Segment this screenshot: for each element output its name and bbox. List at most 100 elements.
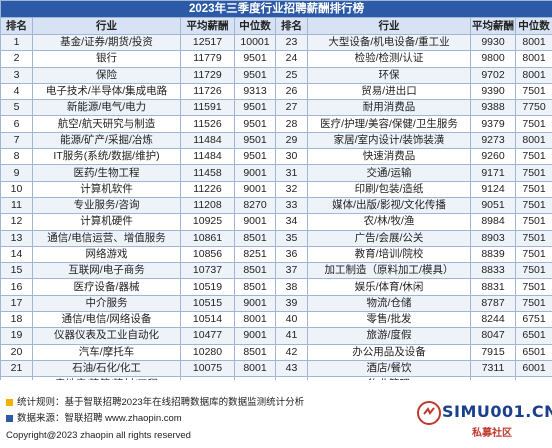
yellow-square-icon (6, 398, 13, 406)
rank-cell: 30 (275, 148, 308, 166)
table-row: 20 汽车/摩托车 10280 8501 42 办公用品及设备 7915 6501 (0, 343, 552, 361)
rank-cell: 26 (275, 82, 308, 101)
table-row: 1 基金/证券/期货/投资 12517 10001 23 大型设备/机电设备/重工业 993… (0, 33, 552, 52)
avg-salary-cell: 10519 (180, 278, 235, 296)
avg-salary-cell: 10075 (180, 359, 235, 378)
industry-cell: 印刷/包装/造纸 (307, 180, 471, 198)
avg-salary-cell: 7311 (470, 359, 516, 378)
median-cell: 9313 (234, 82, 276, 101)
median-cell: 7501 (514, 164, 552, 182)
watermark-text: SIMU001.CN (442, 402, 552, 421)
rank-cell: 15 (0, 262, 33, 280)
industry-cell: 银行 (32, 50, 181, 68)
median-cell: 9501 (234, 99, 276, 117)
header-industry: 行业 (307, 17, 471, 35)
rank-cell: 12 (0, 213, 33, 231)
industry-cell: IT服务(系统/数据/维护) (32, 148, 181, 166)
median-cell: 8501 (234, 343, 276, 361)
ranking-body: 1 基金/证券/期货/投资 12517 10001 23 大型设备/机电设备/重工业 993… (0, 33, 552, 394)
median-cell: 9001 (234, 327, 276, 345)
avg-salary-cell: 10861 (180, 229, 235, 247)
industry-cell: 教育/培训/院校 (307, 245, 471, 264)
avg-salary-cell: 10514 (180, 311, 235, 329)
table-row: 7 能源/矿产/采掘/冶炼 11484 9501 29 家居/室内设计/装饰装潢 9273 8… (0, 131, 552, 150)
header-rank: 排名 (0, 17, 33, 35)
median-cell: 9001 (234, 164, 276, 182)
table-row: 13 通信/电信运营、增值服务 10861 8501 35 广告/会展/公关 8903 750… (0, 229, 552, 247)
avg-salary-cell: 12517 (180, 33, 235, 52)
industry-cell: 娱乐/体育/休闲 (307, 278, 471, 296)
industry-cell: 家居/室内设计/装饰装潢 (307, 131, 471, 150)
avg-salary-cell: 10856 (180, 245, 235, 264)
industry-cell: 中介服务 (32, 294, 181, 313)
avg-salary-cell: 8787 (470, 294, 516, 313)
rank-cell: 33 (275, 196, 308, 215)
avg-salary-cell: 9260 (470, 148, 516, 166)
avg-salary-cell: 11591 (180, 99, 235, 117)
median-cell: 8001 (514, 131, 552, 150)
avg-salary-cell: 8903 (470, 229, 516, 247)
rank-cell: 9 (0, 164, 33, 182)
avg-salary-cell: 11526 (180, 115, 235, 133)
table-row: 19 仪器仪表及工业自动化 10477 9001 41 旅游/度假 8047 6501 (0, 327, 552, 345)
median-cell: 7501 (514, 213, 552, 231)
industry-cell: 网络游戏 (32, 245, 181, 264)
industry-cell: 仪器仪表及工业自动化 (32, 327, 181, 345)
industry-cell: 通信/电信运营、增值服务 (32, 229, 181, 247)
blue-square-icon (6, 414, 13, 422)
avg-salary-cell: 10737 (180, 262, 235, 280)
industry-cell: 媒体/出版/影视/文化传播 (307, 196, 471, 215)
median-cell: 7750 (514, 99, 552, 117)
industry-cell: 通信/电信/网络设备 (32, 311, 181, 329)
industry-cell: 航空/航天研究与制造 (32, 115, 181, 133)
rank-cell: 23 (275, 33, 308, 52)
rank-cell: 24 (275, 50, 308, 68)
median-cell: 8501 (234, 229, 276, 247)
table-row: 3 保险 11729 9501 25 环保 9702 8001 (0, 66, 552, 84)
avg-salary-cell: 11484 (180, 148, 235, 166)
site-watermark: SIMU001.CN 私募社区 (416, 396, 552, 446)
avg-salary-cell: 9702 (470, 66, 516, 84)
industry-cell: 新能源/电气/电力 (32, 99, 181, 117)
rank-cell: 5 (0, 99, 33, 117)
avg-salary-cell: 8839 (470, 245, 516, 264)
median-cell: 9001 (234, 294, 276, 313)
note-rule: 统计规则：基于智联招聘2023年在线招聘数据库的数据监测统计分析 (6, 396, 304, 410)
rank-cell: 41 (275, 327, 308, 345)
rank-cell: 4 (0, 82, 33, 101)
avg-salary-cell: 10515 (180, 294, 235, 313)
ranking-table: 2023年三季度行业招聘薪酬排行榜 排名 行业 平均薪酬 中位数 排名 行业 平… (0, 0, 552, 394)
industry-cell: 物流/仓储 (307, 294, 471, 313)
industry-cell: 快速消费品 (307, 148, 471, 166)
avg-salary-cell: 8831 (470, 278, 516, 296)
median-cell: 7501 (514, 262, 552, 280)
avg-salary-cell: 10477 (180, 327, 235, 345)
table-row: 10 计算机软件 11226 9001 32 印刷/包装/造纸 9124 7501 (0, 180, 552, 198)
rank-cell: 32 (275, 180, 308, 198)
industry-cell: 零售/批发 (307, 311, 471, 329)
industry-cell: 医药/生物工程 (32, 164, 181, 182)
rank-cell: 36 (275, 245, 308, 264)
header-median: 中位数 (234, 17, 276, 35)
table-row: 6 航空/航天研究与制造 11526 9501 28 医疗/护理/美容/保健/卫生服务 93… (0, 115, 552, 133)
industry-cell: 广告/会展/公关 (307, 229, 471, 247)
industry-cell: 环保 (307, 66, 471, 84)
median-cell: 9501 (234, 115, 276, 133)
header-rank: 排名 (275, 17, 308, 35)
avg-salary-cell: 8244 (470, 311, 516, 329)
median-cell: 6501 (514, 327, 552, 345)
avg-salary-cell: 7915 (470, 343, 516, 361)
rank-cell: 14 (0, 245, 33, 264)
header-industry: 行业 (32, 17, 181, 35)
rank-cell: 35 (275, 229, 308, 247)
industry-cell: 汽车/摩托车 (32, 343, 181, 361)
industry-cell: 交通/运输 (307, 164, 471, 182)
rank-cell: 25 (275, 66, 308, 84)
median-cell: 8270 (234, 196, 276, 215)
header-avg-salary: 平均薪酬 (180, 17, 235, 35)
avg-salary-cell: 11226 (180, 180, 235, 198)
median-cell: 9501 (234, 66, 276, 84)
avg-salary-cell: 8833 (470, 262, 516, 280)
median-cell: 8001 (514, 66, 552, 84)
median-cell: 9501 (234, 131, 276, 150)
